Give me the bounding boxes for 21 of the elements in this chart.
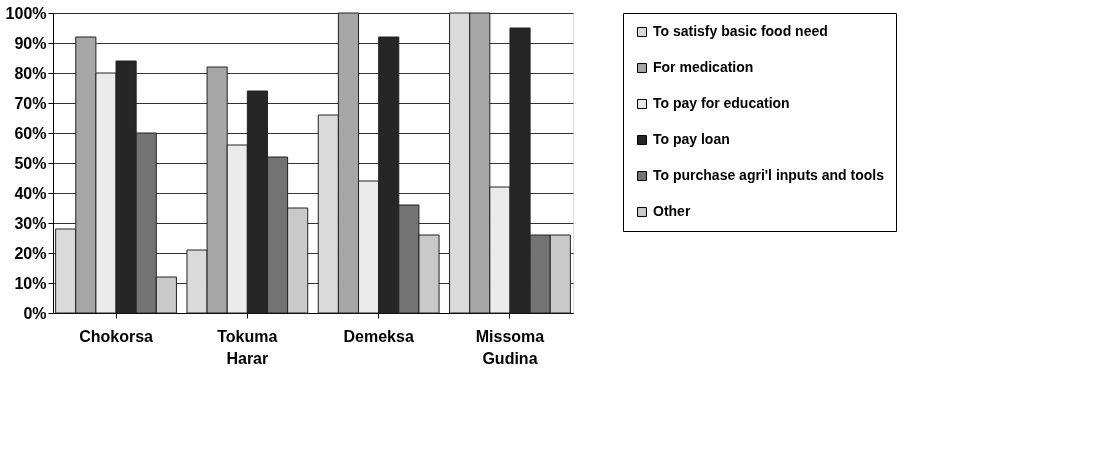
x-tick-label: Tokuma Harar [217, 327, 278, 367]
x-tick-label: Demeksa [343, 327, 414, 345]
legend-label: To satisfy basic food need [653, 23, 828, 39]
y-tick-label: 10% [14, 274, 47, 292]
y-tick-label: 70% [14, 94, 47, 112]
y-tick-label: 90% [14, 34, 47, 52]
legend-label: To pay loan [653, 131, 730, 147]
y-tick-label: 80% [14, 64, 47, 82]
legend-label: To pay for education [653, 95, 790, 111]
x-tick-label: Chokorsa [79, 327, 154, 345]
y-tick-label: 50% [14, 154, 47, 172]
y-tick-label: 40% [14, 184, 47, 202]
y-tick-label: 60% [14, 124, 47, 142]
y-tick-label: 20% [14, 244, 47, 262]
y-tick-label: 0% [23, 304, 47, 322]
x-tick-label: Missoma Gudina [475, 327, 545, 367]
y-tick-label: 30% [14, 214, 47, 232]
legend-label: To purchase agri'l inputs and tools [653, 167, 885, 183]
legend-label: Other [653, 203, 691, 219]
legend-label: For medication [653, 59, 754, 75]
y-tick-label: 100% [5, 4, 47, 22]
